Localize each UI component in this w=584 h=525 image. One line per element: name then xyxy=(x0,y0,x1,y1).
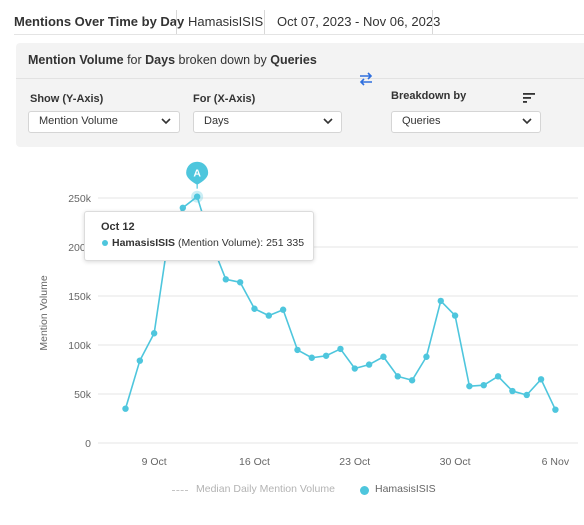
legend-series-swatch xyxy=(360,486,369,495)
data-point[interactable] xyxy=(136,357,144,364)
x-tick-label: 23 Oct xyxy=(339,456,370,468)
data-point[interactable] xyxy=(466,382,473,390)
tab-divider xyxy=(176,10,177,34)
data-point[interactable] xyxy=(351,365,358,372)
y-axis-select[interactable]: Mention Volume xyxy=(28,111,180,133)
chart-legend: Median Daily Mention Volume HamasisISIS xyxy=(0,483,584,499)
data-point[interactable] xyxy=(294,346,301,354)
data-point[interactable] xyxy=(437,297,444,305)
data-point[interactable] xyxy=(179,204,187,211)
data-point[interactable] xyxy=(480,381,487,389)
breakdown-select[interactable]: Queries xyxy=(391,111,541,133)
legend-series[interactable]: HamasisISIS xyxy=(375,483,436,495)
y-tick-label: 100k xyxy=(68,340,92,352)
data-point[interactable] xyxy=(365,361,373,368)
data-point[interactable] xyxy=(552,406,559,413)
data-point[interactable] xyxy=(322,352,330,359)
panel-title-queries: Queries xyxy=(270,53,317,67)
tooltip-series-dot xyxy=(102,240,108,246)
y-tick-label: 250k xyxy=(68,193,92,205)
data-point[interactable] xyxy=(279,306,287,313)
sort-icon[interactable] xyxy=(522,92,536,104)
data-point[interactable] xyxy=(222,276,230,283)
y-axis-title: Mention Volume xyxy=(38,275,50,350)
chevron-down-icon xyxy=(161,118,171,125)
data-point[interactable] xyxy=(308,354,315,361)
data-point[interactable] xyxy=(337,345,344,353)
header-tabs: Mentions Over Time by Day HamasisISIS Oc… xyxy=(0,0,584,44)
data-point[interactable] xyxy=(122,405,129,412)
data-point[interactable] xyxy=(451,312,459,319)
tab-divider xyxy=(432,10,433,34)
data-point[interactable] xyxy=(394,373,401,380)
x-tick-label: 6 Nov xyxy=(542,456,570,468)
data-point[interactable] xyxy=(408,377,416,384)
y-tick-label: 0 xyxy=(85,438,91,450)
data-point[interactable] xyxy=(236,279,244,286)
data-point[interactable] xyxy=(193,193,201,200)
breakdown-label: Breakdown by xyxy=(391,90,467,102)
median-line-swatch xyxy=(172,490,188,491)
x-axis-value: Days xyxy=(204,115,230,127)
chevron-down-icon xyxy=(522,118,532,125)
data-point[interactable] xyxy=(523,391,530,399)
data-point[interactable] xyxy=(380,353,387,360)
page-title: Mentions Over Time by Day xyxy=(14,14,185,29)
legend-median[interactable]: Median Daily Mention Volume xyxy=(196,483,335,495)
peak-highlight xyxy=(191,190,204,203)
x-tick-labels: 9 Oct 16 Oct 23 Oct 30 Oct 6 Nov xyxy=(142,456,570,468)
panel-title: Mention Volume for Days broken down by Q… xyxy=(28,53,317,67)
x-tick-label: 9 Oct xyxy=(142,456,167,468)
grid-lines xyxy=(98,197,578,444)
tab-date-range[interactable]: Oct 07, 2023 - Nov 06, 2023 xyxy=(277,14,441,29)
x-axis-select[interactable]: Days xyxy=(193,111,342,133)
panel-title-metric: Mention Volume xyxy=(28,53,124,67)
data-point[interactable] xyxy=(537,376,545,383)
x-tick-label: 16 Oct xyxy=(239,456,270,468)
tab-query[interactable]: HamasisISIS xyxy=(188,14,264,29)
annotation-pin-icon[interactable] xyxy=(186,161,209,185)
tab-divider xyxy=(264,10,265,34)
tooltip-series-name: HamasisISIS xyxy=(112,237,176,249)
header-underline xyxy=(14,34,584,35)
x-tick-label: 30 Oct xyxy=(440,456,471,468)
data-point[interactable] xyxy=(423,353,430,360)
swap-axes-icon[interactable] xyxy=(358,72,374,86)
data-point[interactable] xyxy=(251,305,258,312)
panel-title-days: Days xyxy=(145,53,176,67)
y-tick-label: 150k xyxy=(68,291,92,303)
tooltip-detail: (Mention Volume): 251 335 xyxy=(175,237,305,249)
y-axis-label: Show (Y-Axis) xyxy=(30,93,104,105)
data-point[interactable] xyxy=(150,330,158,337)
panel-title-for: for xyxy=(123,53,146,67)
annotation-label: A xyxy=(193,168,201,180)
breakdown-value: Queries xyxy=(402,115,441,127)
panel-title-mid: broken down by xyxy=(175,53,271,67)
data-point[interactable] xyxy=(494,373,502,380)
tooltip-value: HamasisISIS (Mention Volume): 251 335 xyxy=(112,237,304,249)
tooltip-date: Oct 12 xyxy=(101,221,135,233)
annotation-marker[interactable]: A xyxy=(186,161,209,203)
data-point[interactable] xyxy=(265,312,272,319)
data-point[interactable] xyxy=(509,387,516,395)
y-tick-label: 50k xyxy=(74,389,92,401)
chevron-down-icon xyxy=(323,118,333,125)
x-axis-label: For (X-Axis) xyxy=(193,93,256,105)
y-axis-value: Mention Volume xyxy=(39,115,118,127)
data-tooltip: Oct 12 HamasisISIS (Mention Volume): 251… xyxy=(84,211,314,261)
panel-divider xyxy=(16,78,584,79)
